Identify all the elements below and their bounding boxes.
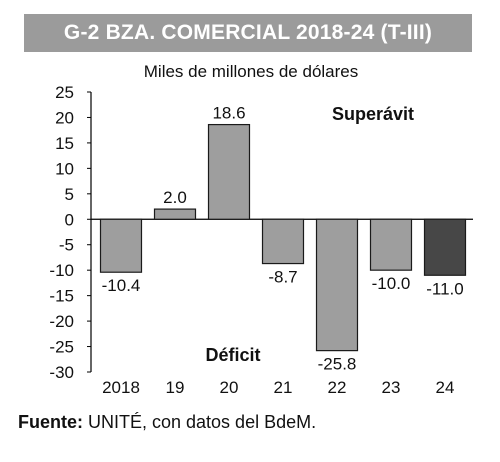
y-tick-label: -15: [49, 287, 74, 306]
x-tick-label: 22: [328, 378, 347, 397]
source-text: UNITÉ, con datos del BdeM.: [83, 412, 317, 432]
unit-label: Miles de millones de dólares: [143, 62, 359, 81]
y-tick-label: 5: [65, 185, 74, 204]
x-tick-label: 23: [382, 378, 401, 397]
source-label: Fuente:: [18, 412, 83, 432]
bar-value-label: -10.0: [372, 274, 411, 293]
bar-value-label: 2.0: [163, 188, 187, 207]
bar: [261, 218, 305, 265]
bar: [315, 218, 359, 352]
bar: [153, 208, 197, 220]
bar-value-label: 18.6: [212, 104, 245, 123]
y-tick-label: -5: [59, 236, 74, 255]
surplus-annotation: Superávit: [332, 104, 414, 124]
x-tick-label: 21: [274, 378, 293, 397]
bar-value-label: -25.8: [318, 355, 357, 374]
y-tick-label: 20: [55, 108, 74, 127]
y-tick-label: 25: [55, 83, 74, 102]
chart-title: G-2 BZA. COMERCIAL 2018-24 (T-III): [24, 14, 472, 52]
y-tick-label: 15: [55, 134, 74, 153]
x-tick-label: 19: [166, 378, 185, 397]
bar-value-label: -8.7: [268, 268, 297, 287]
y-tick-label: -25: [49, 338, 74, 357]
bar: [99, 218, 143, 273]
y-tick-label: -10: [49, 261, 74, 280]
bar-value-label: -10.4: [102, 276, 141, 295]
bar: [369, 218, 413, 271]
y-tick-label: 0: [65, 210, 74, 229]
source-note: Fuente: UNITÉ, con datos del BdeM.: [18, 412, 316, 433]
x-tick-label: 20: [220, 378, 239, 397]
y-tick-label: 10: [55, 159, 74, 178]
y-tick-label: -30: [49, 363, 74, 382]
y-tick-label: -20: [49, 312, 74, 331]
deficit-annotation: Déficit: [205, 345, 260, 365]
x-tick-label: 2018: [102, 378, 140, 397]
bar-value-label: -11.0: [426, 279, 464, 298]
bar: [423, 218, 467, 276]
bar: [207, 123, 251, 220]
x-tick-label: 24: [436, 378, 455, 397]
